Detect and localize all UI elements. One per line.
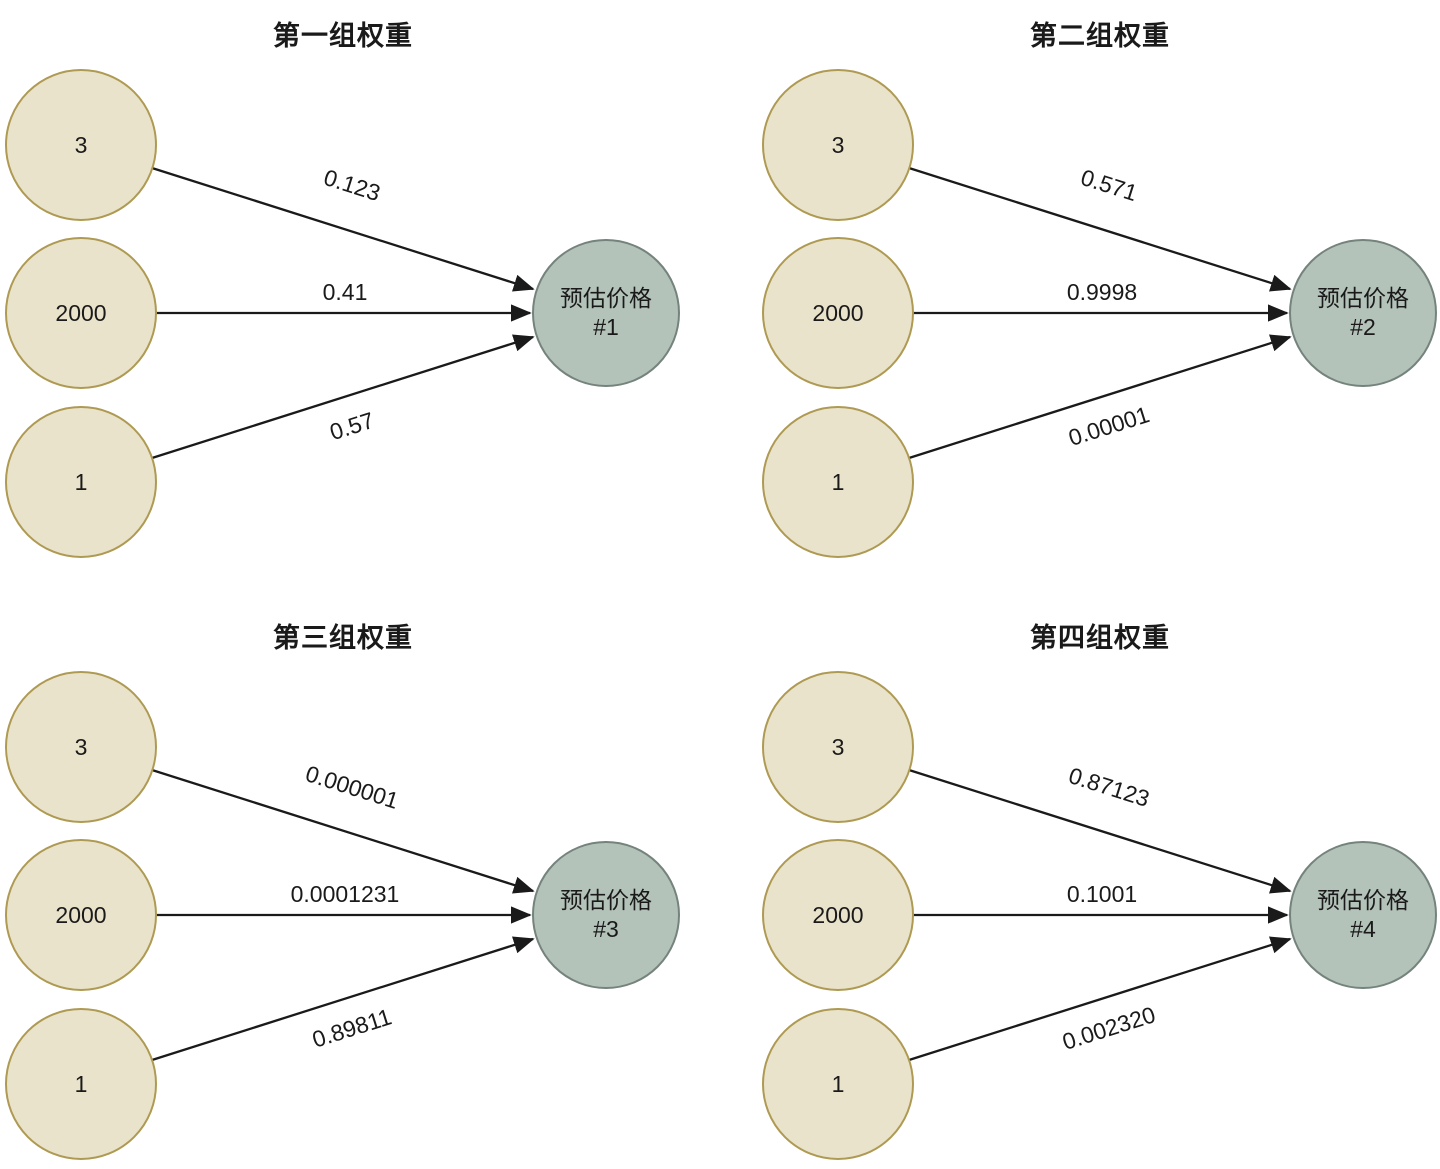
panel-title: 第四组权重 [1030, 623, 1170, 653]
weight-group-panel-3: 第三组权重 3 2000 1 预估价格 #3 0.000001 0.000123… [0, 584, 720, 1169]
weight-label-3: 0.00001 [1065, 401, 1153, 451]
output-node-label: 预估价格 [560, 887, 652, 914]
weight-label-2: 0.1001 [1066, 881, 1138, 907]
weight-label-2: 0.41 [322, 279, 368, 305]
weight-label-3: 0.57 [326, 406, 378, 446]
weight-group-panel-4: 第四组权重 3 2000 1 预估价格 #4 0.87123 0.1001 0. [720, 584, 1440, 1169]
output-node-label: 预估价格 [560, 285, 652, 312]
panel-title: 第二组权重 [1030, 21, 1170, 51]
input-node-1: 3 [5, 69, 157, 221]
input-node-label: 3 [74, 733, 88, 760]
output-node-number: #3 [593, 916, 619, 942]
input-node-label: 1 [74, 1070, 88, 1097]
weight-label-2: 0.9998 [1066, 279, 1138, 305]
weight-label-3: 0.002320 [1059, 1001, 1159, 1055]
input-node-label: 3 [831, 733, 845, 760]
input-node-1: 3 [5, 671, 157, 823]
input-node-label: 3 [74, 131, 88, 158]
input-node-label: 2000 [55, 299, 107, 326]
input-node-1: 3 [762, 671, 914, 823]
input-node-3: 1 [762, 406, 914, 558]
output-node-number: #2 [1350, 314, 1376, 340]
input-node-2: 2000 [762, 237, 914, 389]
weight-label-3: 0.89811 [309, 1003, 395, 1053]
weight-label-2: 0.0001231 [290, 881, 400, 907]
output-node-label: 预估价格 [1317, 285, 1409, 312]
input-node-label: 3 [831, 131, 845, 158]
input-node-label: 1 [74, 468, 88, 495]
input-node-label: 1 [831, 1070, 845, 1097]
output-node-number: #4 [1350, 916, 1376, 942]
weight-label-1: 0.123 [320, 163, 384, 207]
input-node-label: 2000 [55, 901, 107, 928]
output-node: 预估价格 #4 [1289, 841, 1437, 989]
output-node-number: #1 [593, 314, 619, 340]
input-node-3: 1 [5, 406, 157, 558]
input-node-3: 1 [762, 1008, 914, 1160]
input-node-3: 1 [5, 1008, 157, 1160]
panel-title: 第三组权重 [273, 623, 413, 653]
input-node-2: 2000 [5, 839, 157, 991]
input-node-label: 2000 [812, 299, 864, 326]
input-node-2: 2000 [762, 839, 914, 991]
input-node-1: 3 [762, 69, 914, 221]
panel-title: 第一组权重 [273, 21, 413, 51]
output-node: 预估价格 #3 [532, 841, 680, 989]
weight-label-1: 0.000001 [302, 760, 402, 814]
input-node-2: 2000 [5, 237, 157, 389]
input-node-label: 2000 [812, 901, 864, 928]
weight-group-panel-1: 第一组权重 3 2000 1 预估价格 #1 0.123 0.41 0.57 [0, 0, 720, 584]
weight-label-1: 0.571 [1077, 163, 1141, 207]
output-node: 预估价格 #2 [1289, 239, 1437, 387]
output-node-label: 预估价格 [1317, 887, 1409, 914]
output-node: 预估价格 #1 [532, 239, 680, 387]
weight-group-panel-2: 第二组权重 3 2000 1 预估价格 #2 0.571 0.9998 0.00 [720, 0, 1440, 584]
input-node-label: 1 [831, 468, 845, 495]
weight-label-1: 0.87123 [1065, 762, 1153, 812]
